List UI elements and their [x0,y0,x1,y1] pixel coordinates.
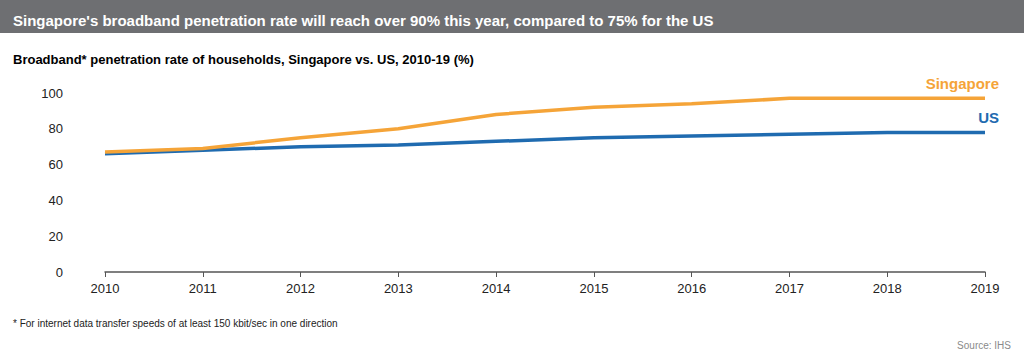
svg-text:0: 0 [56,265,63,280]
svg-text:2016: 2016 [677,281,706,296]
svg-text:2019: 2019 [971,281,1000,296]
svg-text:2014: 2014 [482,281,511,296]
svg-text:* For internet data transfer s: * For internet data transfer speeds of a… [13,318,338,329]
svg-text:2011: 2011 [189,281,217,296]
svg-text:2012: 2012 [286,281,315,296]
svg-text:2010: 2010 [91,281,120,296]
svg-text:2013: 2013 [384,281,413,296]
svg-text:Singapore's broadband penetrat: Singapore's broadband penetration rate w… [13,12,713,29]
svg-text:US: US [978,109,999,126]
svg-text:2018: 2018 [873,281,902,296]
svg-text:20: 20 [49,229,63,244]
svg-text:100: 100 [41,86,63,101]
svg-text:80: 80 [49,121,63,136]
svg-text:Broadband* penetration rate of: Broadband* penetration rate of household… [13,52,474,67]
svg-text:2015: 2015 [579,281,608,296]
svg-text:Source: IHS: Source: IHS [957,340,1011,349]
svg-text:2017: 2017 [775,281,804,296]
svg-text:Singapore: Singapore [926,75,999,92]
svg-text:60: 60 [49,157,63,172]
svg-text:40: 40 [49,193,63,208]
